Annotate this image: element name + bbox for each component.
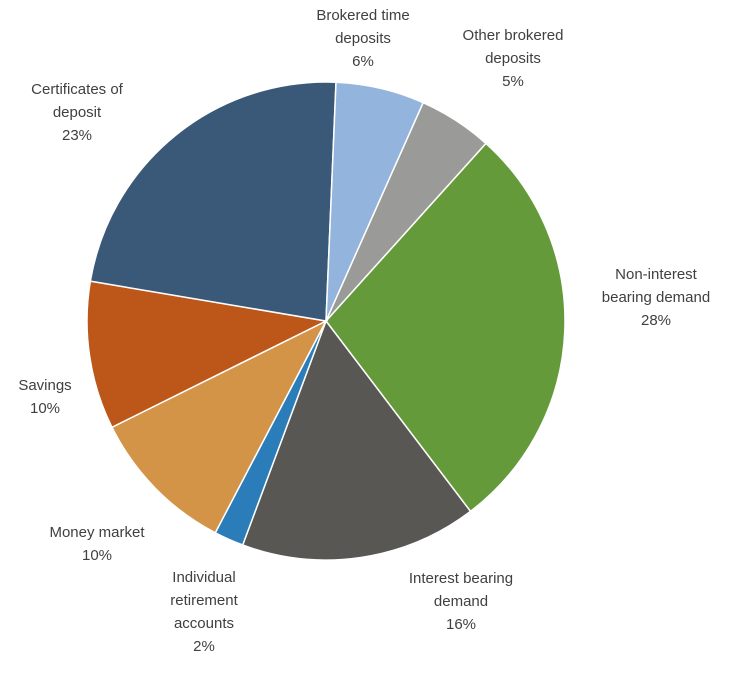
data-label-category: accounts [174, 615, 234, 632]
data-label-value: 5% [502, 73, 524, 90]
data-label-category: Interest bearing [409, 570, 513, 587]
data-label-savings: Savings 10% [18, 377, 71, 417]
pie-slice-certificates-of-deposit [89, 81, 337, 322]
pie-slice-money-market [110, 319, 328, 534]
data-label-category: Certificates of [31, 81, 124, 98]
data-label-category: deposit [53, 104, 102, 121]
data-label-category: demand [434, 593, 488, 610]
data-label-brokered-time-deposits: Brokered time deposits 6% [316, 7, 409, 70]
data-label-value: 10% [30, 400, 60, 417]
data-label-interest-bearing-demand: Interest bearing demand 16% [409, 570, 513, 633]
data-label-money-market: Money market 10% [49, 524, 145, 564]
data-label-value: 23% [62, 127, 92, 144]
data-label-certificates-of-deposit: Certificates of deposit 23% [31, 81, 124, 144]
data-label-category: Savings [18, 377, 71, 394]
data-label-value: 10% [82, 547, 112, 564]
pie-slice-non-interest-bearing-demand [325, 142, 566, 513]
data-label-category: Non-interest [615, 266, 698, 283]
data-label-individual-retirement-accounts: Individual retirement accounts 2% [170, 569, 238, 655]
data-label-value: 2% [193, 638, 215, 655]
data-label-category: deposits [485, 50, 541, 67]
data-label-value: 28% [641, 312, 671, 329]
data-label-category: retirement [170, 592, 238, 609]
data-label-value: 16% [446, 616, 476, 633]
data-label-other-brokered-deposits: Other brokered deposits 5% [463, 27, 564, 90]
pie-slice-interest-bearing-demand [241, 319, 472, 561]
data-label-value: 6% [352, 53, 374, 70]
data-label-category: deposits [335, 30, 391, 47]
data-label-category: bearing demand [602, 289, 710, 306]
data-label-category: Other brokered [463, 27, 564, 44]
data-label-category: Individual [172, 569, 235, 586]
pie-labels: Non-interest bearing demand 28% Interest be… [18, 7, 710, 655]
pie-slice-savings [86, 280, 329, 429]
pie-slices [86, 81, 566, 561]
data-label-category: Brokered time [316, 7, 409, 24]
pie-slice-other-brokered-deposits [325, 101, 487, 322]
data-label-non-interest-bearing-demand: Non-interest bearing demand 28% [602, 266, 710, 329]
data-label-category: Money market [49, 524, 145, 541]
